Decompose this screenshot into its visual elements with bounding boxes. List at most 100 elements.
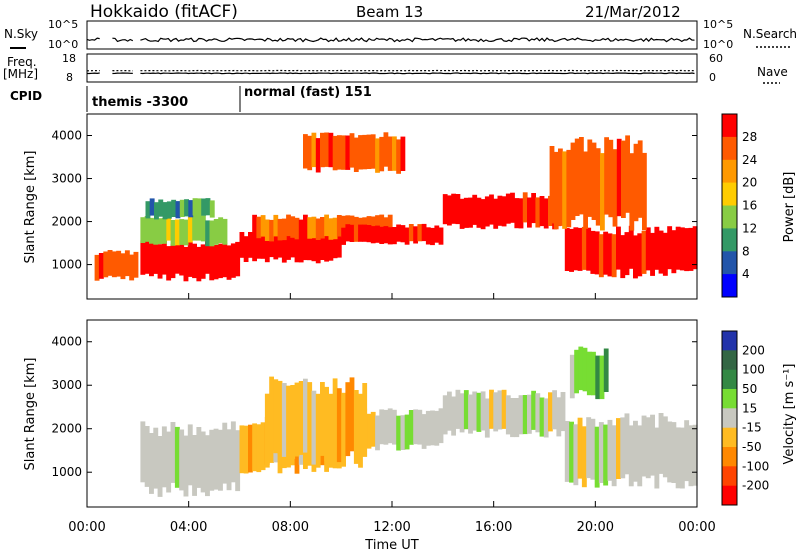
power-cell	[582, 227, 587, 270]
velocity-colorbar-tick: 15	[742, 401, 757, 415]
velocity-cell	[345, 382, 350, 456]
power-cell	[210, 221, 215, 247]
velocity-cell	[205, 435, 210, 496]
velocity-ytick-label: 2000	[51, 422, 82, 436]
velocity-cell	[227, 429, 232, 490]
velocity-cell	[561, 392, 566, 431]
power-cell	[116, 251, 121, 277]
power-cell	[642, 153, 647, 230]
power-cell	[163, 202, 168, 219]
power-cell	[149, 242, 154, 276]
velocity-cell	[565, 421, 570, 482]
power-colorbar-tick: 28	[742, 130, 757, 144]
power-cell	[205, 220, 210, 246]
power-cell	[188, 243, 193, 277]
date-title: 21/Mar/2012	[585, 3, 681, 21]
power-cell	[312, 235, 317, 261]
power-colorbar-swatch	[722, 206, 737, 229]
freq-tick-top: 18	[62, 52, 76, 65]
power-cell	[303, 215, 308, 237]
power-cell	[384, 226, 389, 243]
power-cell	[680, 227, 685, 270]
velocity-colorbar-swatch	[722, 428, 737, 448]
power-ytick-label: 3000	[51, 172, 82, 186]
power-cell	[108, 250, 113, 276]
power-cell	[642, 231, 647, 274]
power-cell	[392, 136, 397, 170]
power-cell	[562, 151, 567, 228]
velocity-cell	[590, 419, 595, 480]
power-cell	[621, 141, 626, 218]
power-cell	[583, 152, 588, 229]
velocity-cell	[401, 415, 406, 450]
velocity-cell	[358, 394, 363, 468]
nave-tick-bottom: 0	[709, 71, 716, 84]
power-cell	[375, 226, 380, 243]
power-cell	[362, 225, 367, 242]
power-cell	[392, 227, 397, 244]
x-tick-label: 00:00	[68, 520, 105, 535]
power-cell	[95, 255, 100, 281]
power-cell	[324, 215, 329, 237]
power-cell	[329, 133, 334, 167]
velocity-cell	[451, 397, 456, 436]
power-cell	[303, 234, 308, 260]
velocity-cell	[600, 356, 605, 400]
power-cell	[193, 198, 198, 215]
power-cell	[510, 193, 515, 223]
power-cell	[600, 153, 605, 230]
power-cell	[184, 247, 189, 281]
power-cell	[379, 227, 384, 244]
power-cell	[506, 194, 511, 224]
velocity-cell	[354, 390, 359, 464]
power-cell	[460, 199, 465, 229]
power-cell	[575, 139, 580, 216]
power-cell	[112, 251, 117, 277]
power-cell	[554, 152, 559, 229]
velocity-cell	[574, 350, 579, 394]
velocity-cell	[608, 420, 613, 481]
velocity-cell	[265, 394, 270, 468]
power-cell	[633, 235, 638, 278]
power-cell	[514, 198, 519, 228]
velocity-cell	[434, 411, 439, 446]
power-cell	[629, 153, 634, 230]
velocity-cell	[646, 417, 651, 478]
power-cell	[303, 134, 308, 168]
velocity-cell	[244, 426, 249, 474]
beam-title: Beam 13	[356, 3, 423, 21]
power-cell	[201, 199, 206, 216]
velocity-cell	[464, 390, 469, 429]
velocity-cell	[312, 391, 317, 465]
nsky-trace	[87, 38, 695, 42]
power-cell	[447, 195, 452, 225]
power-cell	[371, 226, 376, 243]
power-cell	[464, 198, 469, 228]
velocity-cell	[362, 383, 367, 457]
velocity-cell	[684, 420, 689, 481]
power-cell	[307, 136, 312, 170]
velocity-cell	[286, 386, 291, 460]
velocity-cell	[214, 429, 219, 490]
power-cell	[140, 217, 145, 243]
velocity-colorbar-swatch	[722, 370, 737, 390]
power-cell	[550, 146, 555, 223]
power-cell	[489, 195, 494, 225]
power-cell	[443, 194, 448, 224]
power-cell	[103, 252, 108, 278]
power-cell	[388, 227, 393, 244]
power-cell	[145, 216, 150, 242]
power-cell	[184, 220, 189, 246]
power-cell	[196, 247, 201, 281]
power-cell	[162, 240, 167, 274]
power-cell	[477, 198, 482, 228]
power-cell	[227, 245, 232, 279]
velocity-cell	[256, 424, 261, 472]
power-cell	[535, 197, 540, 227]
power-colorbar-swatch	[722, 114, 737, 137]
velocity-colorbar-swatch	[722, 350, 737, 370]
power-cell	[396, 139, 401, 173]
velocity-cell	[468, 395, 473, 434]
velocity-cell	[196, 427, 201, 488]
power-cell	[608, 140, 613, 217]
